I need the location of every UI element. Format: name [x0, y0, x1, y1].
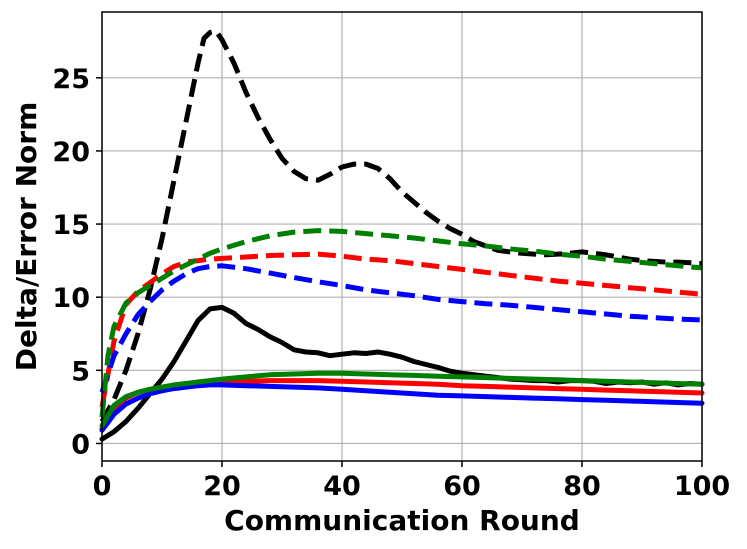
y-tick-label: 5: [71, 356, 90, 387]
y-tick-label: 15: [52, 210, 90, 241]
series-line-1: [99, 28, 703, 423]
x-tick-label: 80: [563, 471, 601, 502]
series-line-3: [99, 263, 703, 394]
x-tick-label: 20: [203, 471, 241, 502]
series-line-7: [99, 382, 705, 433]
y-axis-ticks: 0 5 10 15 20 25: [52, 64, 102, 460]
x-axis-ticks: 0 20 40 60 80 100: [93, 461, 730, 502]
y-tick-label: 20: [52, 137, 90, 168]
y-tick-label: 10: [52, 283, 90, 314]
x-tick-label: 0: [93, 471, 112, 502]
series-line-4: [99, 228, 703, 418]
plot-frame: [101, 11, 703, 462]
y-axis-label: Delta/Error Norm: [10, 102, 43, 372]
series-lines: [99, 28, 705, 442]
x-tick-label: 100: [674, 471, 730, 502]
x-tick-label: 40: [323, 471, 361, 502]
x-axis-label: Communication Round: [224, 504, 580, 537]
x-tick-label: 60: [443, 471, 481, 502]
y-tick-label: 25: [52, 64, 90, 95]
series-line-8: [99, 370, 705, 429]
series-line-2: [99, 251, 703, 408]
y-tick-label: 0: [71, 429, 90, 460]
